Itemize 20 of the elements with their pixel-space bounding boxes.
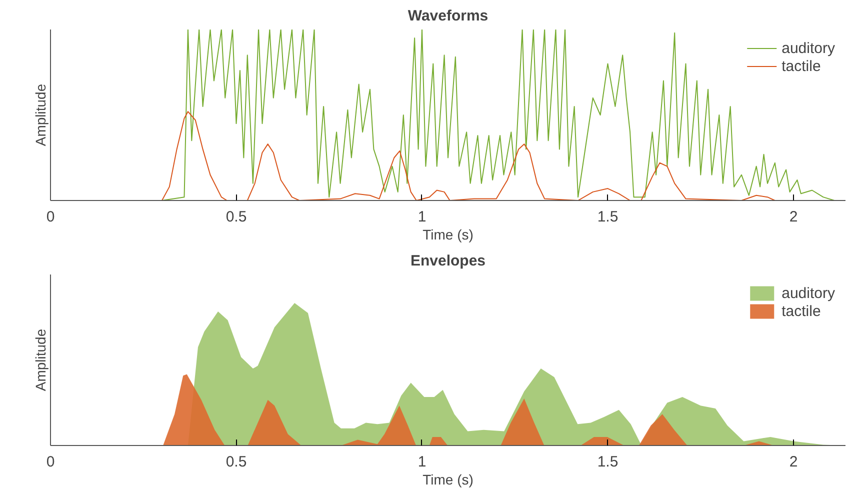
x-tick-label: 0: [46, 208, 55, 226]
y-axis-title: Amplitude: [32, 328, 48, 392]
x-tick-label: 2: [789, 454, 798, 470]
x-tick-label: 1: [418, 454, 426, 470]
x-axis-title: Time (s): [422, 226, 474, 242]
legend-label: auditory: [782, 40, 835, 56]
x-axis-title: Time (s): [422, 472, 474, 488]
legend-label: auditory: [782, 284, 835, 302]
x-tick-label: 1.5: [597, 454, 618, 470]
y-axis-title: Amplitude: [32, 84, 48, 146]
x-tick-label: 0.5: [226, 208, 247, 226]
legend-label: tactile: [782, 58, 821, 74]
chart-title: Envelopes: [410, 252, 486, 270]
x-tick-label: 2: [789, 208, 798, 226]
x-tick-label: 1.5: [597, 208, 618, 226]
x-tick-label: 0.5: [226, 454, 247, 470]
legend-label: tactile: [782, 302, 821, 320]
x-tick-label: 1: [418, 208, 426, 226]
x-tick-label: 0: [46, 454, 55, 470]
chart-title: Waveforms: [408, 8, 488, 24]
